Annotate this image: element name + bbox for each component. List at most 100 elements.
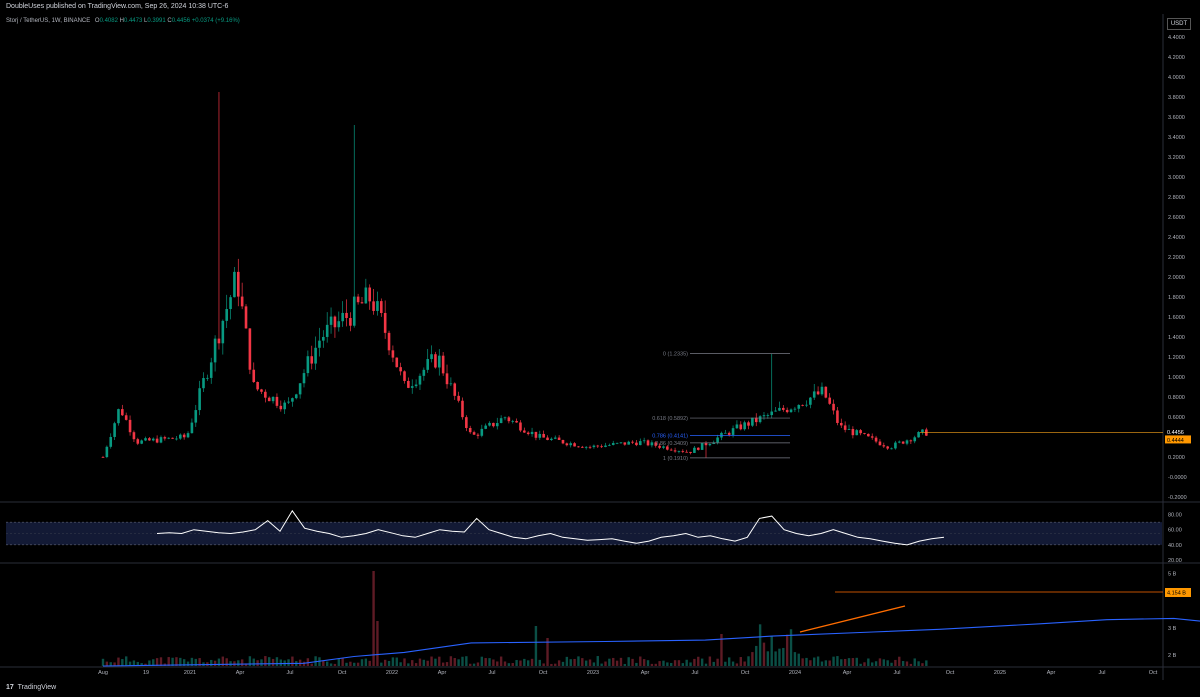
candle-body: [611, 443, 615, 445]
candle-body: [217, 338, 221, 344]
volume-bar: [662, 660, 665, 666]
candle-body: [457, 395, 460, 401]
candle-body: [179, 434, 182, 439]
candle-body: [484, 425, 487, 429]
fib-level-label: 1 (0.1910): [663, 456, 688, 462]
volume-bar: [341, 658, 344, 666]
candle-body: [121, 409, 124, 416]
volume-bar: [349, 661, 352, 666]
volume-bar: [530, 658, 534, 666]
volume-bar: [395, 657, 398, 666]
volume-bar: [677, 660, 681, 666]
candle-body: [592, 445, 596, 448]
volume-bar: [600, 663, 603, 666]
brand-name[interactable]: TradingView: [17, 684, 57, 691]
volume-bar: [840, 659, 843, 666]
volume-bar: [264, 656, 267, 666]
volume-bar: [441, 662, 445, 666]
x-tick-label: Apr: [438, 670, 447, 676]
volume-bar: [565, 656, 569, 666]
obv-line: [102, 617, 1200, 667]
volume-bar: [345, 662, 348, 666]
volume-bar: [673, 660, 677, 666]
volume-bar: [391, 657, 395, 666]
candle-body: [604, 445, 607, 448]
rsi-tick-label: 80.00: [1168, 513, 1182, 519]
rsi-tick-label: 40.00: [1168, 543, 1182, 549]
candle-body: [291, 398, 294, 402]
candle-body: [619, 442, 623, 444]
volume-bar: [128, 661, 132, 666]
y-tick-label: -0.2000: [1168, 495, 1187, 501]
candle-body: [314, 347, 317, 364]
y-tick-label: 2.4000: [1168, 235, 1185, 241]
volume-bar: [190, 657, 194, 666]
candle-body: [673, 450, 677, 452]
x-tick-label: Oct: [338, 670, 347, 676]
candle-body: [905, 440, 909, 444]
volume-bar: [136, 661, 139, 666]
volume-bars: [101, 571, 928, 666]
volume-bar: [801, 658, 804, 666]
volume-bar: [496, 661, 499, 666]
candle-body: [248, 328, 252, 370]
candle-body: [577, 446, 580, 448]
x-tick-label: Apr: [641, 670, 650, 676]
candle-body: [863, 433, 866, 434]
candle-body: [360, 302, 364, 304]
volume-bar: [619, 657, 623, 666]
candle-body: [476, 434, 480, 436]
candle-body: [414, 384, 418, 387]
candle-body: [836, 410, 839, 423]
y-tick-label: 0.6000: [1168, 415, 1185, 421]
volume-bar: [631, 658, 634, 666]
candle-body: [758, 416, 762, 423]
volume-bar: [828, 660, 831, 666]
volume-bar: [515, 659, 518, 666]
volume-bar: [642, 659, 646, 666]
candle-body: [275, 396, 279, 406]
candle-body: [689, 451, 692, 453]
candle-body: [410, 386, 414, 388]
volume-bar: [882, 659, 886, 666]
volume-bar: [573, 658, 576, 666]
candle-body: [221, 320, 225, 344]
candle-body: [322, 336, 325, 341]
currency-badge[interactable]: USDT: [1167, 18, 1191, 30]
candle-body: [627, 441, 630, 445]
candle-body: [654, 442, 658, 446]
candle-body: [101, 457, 105, 458]
open-label: O: [94, 18, 100, 24]
volume-bar: [557, 660, 561, 666]
volume-bar: [538, 659, 541, 666]
volume-bar: [306, 658, 310, 666]
volume-bar: [383, 659, 387, 666]
volume-bar: [511, 663, 514, 666]
x-tick-label: 19: [143, 670, 149, 676]
volume-bar: [612, 657, 615, 666]
volume-bar: [762, 642, 766, 666]
candle-body: [890, 448, 893, 450]
y-tick-label: 1.0000: [1168, 375, 1185, 381]
candle-body: [874, 437, 878, 442]
candle-body: [229, 297, 232, 310]
volume-bar: [113, 662, 116, 666]
volume-bar: [735, 663, 739, 666]
volume-bar: [905, 661, 909, 666]
volume-bar: [372, 571, 375, 666]
candles: [101, 92, 928, 459]
candle-body: [820, 386, 824, 395]
candle-body: [372, 301, 375, 311]
volume-bar: [797, 653, 800, 666]
volume-bar: [503, 661, 507, 666]
volume-bar: [685, 659, 688, 666]
volume-bar: [213, 660, 217, 666]
candle-body: [399, 367, 402, 372]
candle-body: [584, 446, 588, 448]
candle-body: [646, 440, 650, 446]
volume-bar: [770, 635, 773, 666]
candle-body: [724, 432, 727, 434]
candle-body: [341, 312, 344, 322]
volume-bar: [124, 656, 128, 666]
